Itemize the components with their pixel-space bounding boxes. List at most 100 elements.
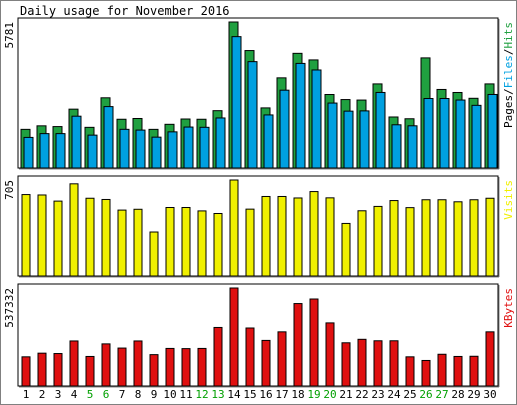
bar-kbytes	[165, 347, 175, 387]
chart-title: Daily usage for November 2016	[20, 4, 230, 18]
bar-kbytes	[197, 347, 207, 387]
x-tick-label: 1	[23, 388, 30, 401]
bar-kbytes	[101, 343, 111, 387]
bar-kbytes	[405, 356, 415, 387]
bar-files	[103, 106, 114, 169]
x-tick-label: 4	[71, 388, 78, 401]
x-tick-label: 23	[371, 388, 384, 401]
bar-visits	[261, 195, 271, 277]
bar-kbytes	[85, 355, 95, 387]
bar-files	[87, 134, 98, 169]
bar-files	[327, 102, 338, 169]
x-tick-label: 17	[275, 388, 288, 401]
bar-visits	[277, 195, 287, 277]
ylabel-part: Hits	[502, 22, 515, 49]
bar-visits	[101, 198, 111, 277]
x-tick-label: 14	[227, 388, 241, 401]
bar-kbytes	[133, 340, 143, 387]
bar-files	[487, 93, 498, 169]
bar-kbytes	[437, 353, 447, 387]
bar-files	[119, 128, 130, 169]
x-tick-label: 27	[435, 388, 448, 401]
x-tick-label: 13	[211, 388, 224, 401]
x-tick-label: 2	[39, 388, 46, 401]
bar-files	[39, 133, 50, 169]
bar-visits	[485, 197, 495, 277]
bar-files	[247, 61, 258, 169]
bar-visits	[309, 191, 319, 277]
bar-visits	[197, 210, 207, 277]
bar-kbytes	[293, 303, 303, 387]
bar-files	[391, 124, 402, 169]
bar-visits	[293, 197, 303, 277]
bar-kbytes	[357, 338, 367, 387]
bar-visits	[69, 183, 79, 277]
x-tick-label: 11	[179, 388, 192, 401]
bar-visits	[405, 207, 415, 277]
bar-files	[423, 98, 434, 169]
bar-files	[167, 131, 178, 169]
bar-files	[23, 136, 34, 169]
bar-kbytes	[245, 327, 255, 387]
bar-files	[407, 125, 418, 169]
bar-visits	[357, 210, 367, 277]
bar-kbytes	[213, 326, 223, 387]
bar-visits	[213, 212, 223, 277]
panel-max-label: 5781	[3, 22, 16, 49]
panel-ylabel: Pages/Files/Hits	[502, 22, 515, 128]
x-tick-label: 21	[339, 388, 352, 401]
bar-kbytes	[389, 340, 399, 387]
x-tick-label: 29	[467, 388, 480, 401]
panel-frame	[17, 17, 499, 169]
x-tick-label: 22	[355, 388, 368, 401]
bar-files	[295, 62, 306, 169]
x-tick-label: 24	[387, 388, 401, 401]
bar-files	[183, 126, 194, 169]
bar-files	[151, 136, 162, 169]
bar-visits	[37, 194, 47, 277]
bar-visits	[245, 208, 255, 277]
ylabel-separator: /	[502, 88, 515, 95]
x-tick-label: 8	[135, 388, 142, 401]
bar-files	[343, 110, 354, 169]
bar-visits	[117, 209, 127, 277]
bar-files	[359, 110, 370, 169]
ylabel-part: Files	[502, 55, 515, 88]
x-tick-label: 26	[419, 388, 432, 401]
bar-kbytes	[469, 355, 479, 387]
x-tick-label: 6	[103, 388, 110, 401]
bar-kbytes	[21, 356, 31, 387]
bar-visits	[373, 205, 383, 277]
bar-files	[215, 117, 226, 169]
ylabel-part: Pages	[502, 95, 515, 128]
bar-visits	[341, 222, 351, 277]
bar-kbytes	[421, 359, 431, 387]
x-tick-label: 19	[307, 388, 320, 401]
x-tick-label: 7	[119, 388, 126, 401]
panel-ylabel: Visits	[502, 180, 515, 220]
x-tick-label: 25	[403, 388, 416, 401]
x-tick-label: 3	[55, 388, 62, 401]
bar-files	[231, 36, 242, 169]
bar-kbytes	[37, 352, 47, 387]
panel-max-label: 537332	[3, 288, 16, 328]
x-tick-label: 10	[163, 388, 176, 401]
x-tick-label: 12	[195, 388, 208, 401]
bar-kbytes	[69, 340, 79, 387]
bar-kbytes	[485, 331, 495, 387]
bar-visits	[53, 200, 63, 277]
panel-frame	[17, 283, 499, 387]
bar-files	[279, 89, 290, 169]
x-tick-label: 20	[323, 388, 336, 401]
bar-visits	[437, 199, 447, 277]
bar-kbytes	[261, 339, 271, 387]
x-tick-label: 15	[243, 388, 256, 401]
panel-max-label: 705	[3, 180, 16, 200]
bar-visits	[229, 179, 239, 277]
bar-kbytes	[277, 331, 287, 387]
bar-files	[135, 129, 146, 169]
bar-kbytes	[181, 348, 191, 387]
bar-visits	[453, 201, 463, 277]
bar-visits	[165, 207, 175, 277]
x-tick-label: 9	[151, 388, 158, 401]
